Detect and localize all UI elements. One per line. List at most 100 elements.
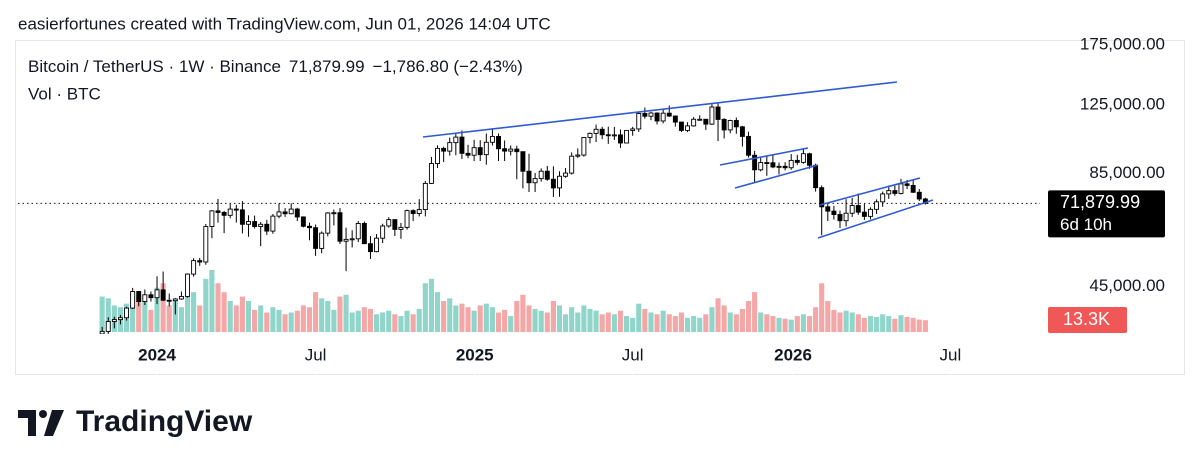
volume-bar [459, 303, 465, 332]
candle-body [447, 142, 453, 152]
candle-body [380, 225, 386, 239]
x-tick-label: Jul [305, 345, 327, 364]
candle-body [855, 205, 861, 213]
volume-bar [697, 317, 703, 332]
candle-body [703, 118, 709, 125]
volume-bar [715, 298, 721, 332]
candle-body [733, 120, 739, 128]
volume-bar [184, 296, 191, 332]
candle-body [178, 295, 184, 300]
volume-bar [666, 314, 672, 332]
candle-body [136, 291, 142, 302]
candle-body [563, 172, 569, 177]
candle-body [404, 210, 410, 228]
candle-body [557, 175, 562, 189]
volume-bar [306, 307, 313, 332]
volume-bar [203, 278, 209, 332]
logo-mark [39, 410, 47, 418]
volume-bar [898, 315, 904, 332]
volume-bar [587, 308, 593, 332]
x-tick-label: 2025 [456, 345, 494, 364]
candle-body [300, 216, 306, 227]
candle-body [538, 170, 544, 180]
candle-body [874, 201, 880, 210]
volume-bar [239, 296, 245, 332]
candle-body [599, 128, 605, 136]
candle-body [782, 165, 788, 169]
volume-bar [367, 308, 374, 332]
volume-bar [270, 307, 276, 332]
volume-bar [471, 310, 477, 332]
candle-body [886, 190, 892, 195]
change: −1,786.80 (−2.43%) [373, 57, 523, 76]
candle-body [910, 184, 916, 193]
candle-body [325, 212, 331, 234]
volume-bar [282, 314, 288, 332]
volume-bar [922, 320, 928, 332]
candle-body [697, 118, 703, 121]
trend-line [422, 81, 898, 138]
volume-bar [788, 319, 794, 332]
candle-body [489, 135, 495, 143]
candle-body [770, 162, 776, 168]
candle-body [849, 205, 855, 214]
candle-body [124, 307, 130, 319]
candle-body [630, 128, 636, 131]
candle-body [197, 260, 203, 263]
volume-bar [544, 312, 550, 332]
candle-body [483, 141, 489, 156]
volume-bar [636, 303, 642, 332]
last-price: 71,879.99 [289, 57, 365, 76]
candle-body [691, 118, 697, 127]
volume-bar [300, 305, 306, 332]
volume-bar [386, 310, 392, 332]
volume-bar [416, 308, 422, 332]
candle-body [367, 243, 373, 253]
volume-bar [819, 283, 825, 332]
volume-bar [209, 270, 215, 332]
volume-badge [1048, 307, 1127, 333]
candle-body [319, 232, 325, 249]
candle-body [819, 187, 825, 208]
candle-body [575, 154, 581, 157]
candle-body [788, 159, 794, 169]
volume-bar [581, 305, 587, 332]
volume-bar [502, 309, 508, 332]
y-tick-label: 45,000.00 [1089, 276, 1165, 295]
candle-body [337, 212, 343, 242]
trend-line [819, 177, 921, 206]
candle-body [215, 210, 221, 213]
volume-bar [813, 307, 819, 332]
candle-body [477, 147, 483, 156]
volume-bar [654, 314, 660, 332]
volume-bar [221, 292, 227, 332]
candle-body [569, 155, 575, 174]
candle-body [496, 135, 501, 150]
volume-bar [874, 316, 880, 332]
candle-body [154, 289, 160, 299]
candle-body [636, 113, 642, 130]
volume-bar [361, 307, 367, 332]
volume-bar [550, 301, 556, 332]
volume-bar [428, 278, 434, 332]
trend-line [734, 164, 819, 189]
volume-bar [349, 312, 355, 332]
candle-body [721, 118, 727, 131]
candle-body [117, 317, 123, 321]
volume-bar [703, 314, 709, 332]
candle-body [587, 132, 593, 138]
candle-body [416, 209, 422, 214]
logo-mark [18, 410, 36, 436]
volume-bar [166, 305, 172, 332]
volume-bar [520, 294, 526, 332]
symbol: Bitcoin / TetherUS · 1W · Binance [28, 57, 281, 76]
candle-body [233, 208, 239, 211]
candle-body [593, 128, 599, 134]
candle-body [471, 147, 477, 156]
candle-body [422, 182, 428, 211]
candle-body [258, 223, 264, 227]
volume-bar [495, 312, 502, 332]
volume-bar [215, 283, 221, 332]
volume-title: Vol · BTC [28, 84, 101, 103]
